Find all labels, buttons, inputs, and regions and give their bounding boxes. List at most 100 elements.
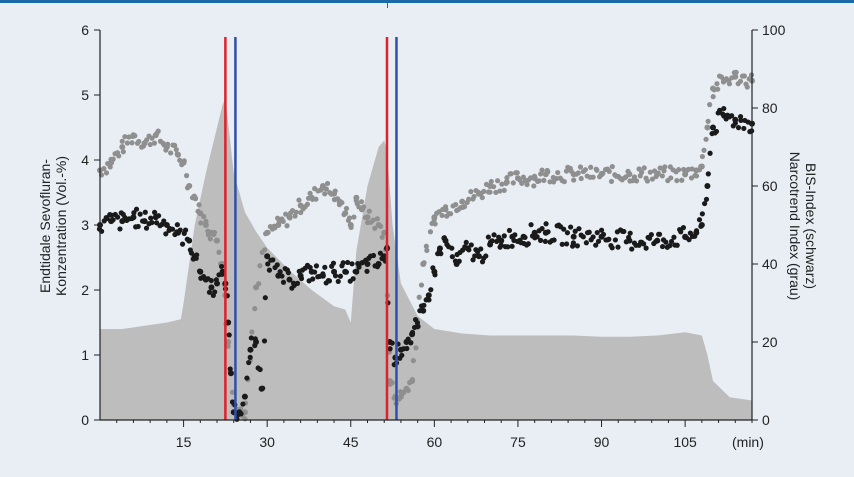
- narcotrend-dot: [165, 141, 171, 147]
- narcotrend-dot: [538, 171, 544, 177]
- bis-dot: [674, 242, 680, 248]
- narcotrend-dot: [575, 170, 581, 176]
- narcotrend-dot: [366, 208, 372, 214]
- bis-dot: [326, 278, 333, 284]
- y-right-tick-label: 80: [762, 100, 778, 116]
- narcotrend-dot: [372, 225, 378, 231]
- bis-dot: [653, 238, 659, 245]
- narcotrend-dot: [339, 200, 345, 206]
- narcotrend-dot: [177, 157, 183, 163]
- narcotrend-dot: [481, 188, 487, 194]
- y-left-tick-label: 6: [81, 22, 89, 38]
- narcotrend-dot: [524, 181, 530, 188]
- bis-dot: [152, 209, 158, 215]
- bis-dot: [389, 340, 395, 346]
- narcotrend-dot: [746, 76, 752, 82]
- bis-dot: [117, 226, 123, 232]
- bis-dot: [177, 227, 183, 233]
- bis-dot: [174, 222, 180, 228]
- bis-dot: [598, 227, 605, 233]
- bis-dot: [242, 394, 248, 400]
- bis-dot: [570, 240, 577, 246]
- bis-dot: [252, 336, 258, 342]
- bis-dot: [668, 238, 675, 245]
- bis-point: [709, 124, 716, 131]
- narcotrend-dot: [427, 229, 434, 235]
- narcotrend-dot: [334, 196, 341, 202]
- narcotrend-dot: [136, 138, 142, 145]
- narcotrend-point: [225, 339, 232, 345]
- bis-dot: [542, 238, 548, 245]
- narcotrend-dot: [588, 164, 594, 170]
- narcotrend-dot: [378, 223, 384, 230]
- narcotrend-dot: [284, 223, 290, 229]
- bis-dot: [320, 271, 326, 277]
- bis-dot: [227, 366, 233, 372]
- narcotrend-dot: [358, 199, 365, 205]
- bis-dot: [163, 231, 169, 237]
- narcotrend-point: [119, 144, 126, 150]
- bis-dot: [698, 223, 704, 229]
- narcotrend-dot: [318, 186, 325, 192]
- bis-dot: [707, 150, 713, 156]
- vertical-markers-layer: [224, 37, 398, 420]
- y-left-tick-label: 5: [81, 87, 89, 103]
- narcotrend-dot: [129, 140, 135, 146]
- narcotrend-dot: [198, 220, 204, 226]
- bis-dot: [580, 234, 586, 240]
- narcotrend-dot: [409, 377, 415, 383]
- narcotrend-dot: [553, 175, 560, 182]
- narcotrend-dot: [689, 166, 695, 172]
- narcotrend-dot: [374, 216, 380, 222]
- narcotrend-dot: [149, 135, 155, 141]
- y-right-tick-label: 0: [762, 412, 770, 428]
- bis-dot: [623, 239, 629, 245]
- bis-dot: [545, 229, 551, 235]
- bis-dot: [745, 119, 751, 125]
- bis-dot: [732, 120, 738, 126]
- narcotrend-dot: [280, 218, 286, 225]
- narcotrend-dot: [107, 164, 113, 170]
- narcotrend-dot: [497, 188, 503, 194]
- bis-dot: [462, 244, 468, 250]
- narcotrend-dot: [519, 180, 525, 186]
- bis-dot: [692, 233, 698, 239]
- bis-dot: [612, 237, 618, 243]
- narcotrend-dot: [396, 396, 402, 402]
- x-tick-label: 90: [594, 434, 610, 450]
- narcotrend-dot: [155, 128, 161, 134]
- bis-dot: [405, 336, 411, 342]
- narcotrend-dot: [432, 221, 438, 227]
- narcotrend-dot: [356, 204, 362, 210]
- narcotrend-dot: [257, 263, 263, 269]
- narcotrend-dot: [389, 380, 395, 386]
- narcotrend-dot: [609, 164, 615, 170]
- bis-dot: [572, 228, 578, 234]
- bis-dot: [656, 231, 663, 237]
- narcotrend-dot: [421, 260, 427, 266]
- bis-dot: [322, 264, 328, 270]
- narcotrend-dot: [332, 188, 338, 194]
- bis-dot: [522, 234, 528, 241]
- bis-dot: [404, 345, 410, 352]
- bis-dot: [702, 200, 708, 207]
- y-axis-right-label: BIS-Index (schwarz)Narcotrend Index (gra…: [787, 152, 819, 301]
- narcotrend-dot: [466, 196, 472, 202]
- bis-dot: [188, 250, 195, 256]
- bis-dot: [703, 196, 710, 202]
- bis-dot: [659, 243, 666, 250]
- narcotrend-dot: [307, 190, 313, 196]
- narcotrend-dot: [468, 189, 474, 195]
- y-left-tick-label: 4: [81, 152, 89, 168]
- bis-dot: [426, 297, 432, 303]
- narcotrend-point: [459, 198, 466, 205]
- bis-dot: [713, 128, 720, 135]
- bis-dot: [277, 269, 283, 275]
- bis-points-layer: [96, 105, 755, 422]
- narcotrend-dot: [668, 175, 674, 181]
- narcotrend-dot: [172, 142, 178, 149]
- narcotrend-dot: [647, 169, 653, 175]
- narcotrend-dot: [192, 196, 199, 202]
- y-left-tick-label: 3: [81, 217, 89, 233]
- narcotrend-dot: [644, 178, 651, 184]
